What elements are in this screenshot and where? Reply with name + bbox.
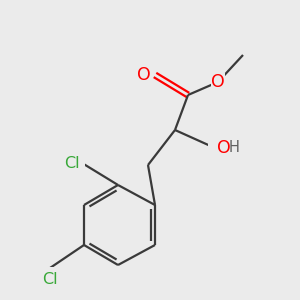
Text: O: O [211,73,225,91]
Text: Cl: Cl [64,155,80,170]
Text: O: O [217,139,231,157]
Text: Cl: Cl [42,272,58,287]
Text: O: O [137,66,151,84]
Text: H: H [229,140,240,154]
